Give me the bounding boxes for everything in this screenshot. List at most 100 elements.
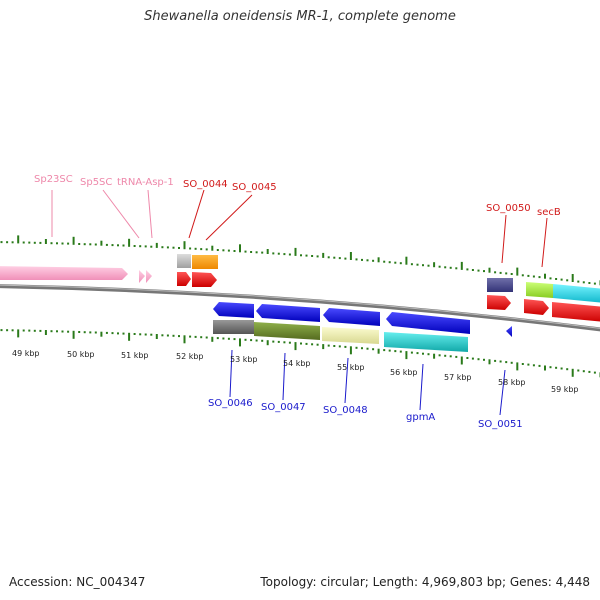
ruler-tick xyxy=(100,240,103,246)
ruler-tick xyxy=(78,331,81,333)
ruler-tick xyxy=(172,246,175,249)
ruler-tick xyxy=(56,242,58,245)
ruler-tick xyxy=(300,254,302,257)
ruler-tick xyxy=(494,359,497,362)
ruler-tick xyxy=(189,247,192,250)
ruler-tick xyxy=(272,252,275,255)
feature-trna-asp xyxy=(146,270,152,283)
ruler-major-tick xyxy=(17,329,20,338)
ruler-tick xyxy=(538,364,541,367)
ruler-tick xyxy=(355,346,358,349)
ruler-tick xyxy=(283,341,286,344)
ruler-tick xyxy=(244,338,247,341)
ruler-major-tick xyxy=(239,244,241,253)
ruler-tick xyxy=(477,358,480,361)
ruler-major-tick xyxy=(128,332,131,341)
ruler-tick xyxy=(399,262,402,265)
ruler-tick xyxy=(505,361,508,364)
ruler-tick xyxy=(61,330,64,333)
bottom-labels: SO_0046 SO_0047 SO_0048 gpmA SO_0051 xyxy=(208,398,523,430)
ruler-tick xyxy=(388,261,391,264)
ruler-major-tick xyxy=(349,252,352,260)
ruler-tick xyxy=(272,340,275,343)
ruler-tick xyxy=(499,360,502,363)
feature-rrna-sp23sc xyxy=(0,266,128,280)
ruler-tick xyxy=(133,333,136,335)
ruler-tick xyxy=(50,242,53,245)
ruler-tick xyxy=(510,361,513,364)
ruler-tick xyxy=(144,245,147,248)
ruler-tick xyxy=(189,335,192,338)
ruler-tick xyxy=(477,269,480,272)
ruler-tick xyxy=(111,244,114,247)
feature-so0048-lower xyxy=(322,327,379,344)
ruler-tick xyxy=(444,266,447,269)
ruler-tick xyxy=(549,366,552,369)
ruler-tick xyxy=(67,242,70,245)
ruler-major-tick xyxy=(239,338,241,347)
ruler-tick xyxy=(105,243,108,246)
ruler-tick xyxy=(67,330,70,333)
ruler-tick xyxy=(94,243,97,246)
ruler-tick xyxy=(144,333,147,336)
ruler-tick xyxy=(427,264,430,267)
ruler-tick xyxy=(361,258,363,261)
scale-label: 57 kbp xyxy=(444,373,472,382)
ruler-tick xyxy=(161,334,164,337)
label-secb: secB xyxy=(537,207,561,218)
ruler-tick xyxy=(327,344,330,347)
ruler-tick xyxy=(233,250,236,252)
ruler-tick xyxy=(211,336,214,342)
feature-so0047-lower xyxy=(254,322,320,340)
ruler-tick xyxy=(172,334,175,337)
ruler-tick xyxy=(33,329,36,332)
ruler-tick xyxy=(433,262,436,268)
label-connectors xyxy=(51,189,548,416)
ruler-tick xyxy=(566,279,569,282)
scale-label: 52 kbp xyxy=(176,352,204,361)
scale-label: 55 kbp xyxy=(337,363,365,372)
ruler-tick xyxy=(89,331,92,334)
feature-so0046 xyxy=(213,302,254,318)
ruler-tick xyxy=(111,332,114,335)
scale-label: 49 kbp xyxy=(12,349,40,358)
ruler-tick xyxy=(544,365,546,371)
ruler-tick xyxy=(139,245,142,248)
ruler-major-tick xyxy=(183,335,186,344)
ruler-tick xyxy=(83,331,86,334)
ruler-tick xyxy=(344,345,347,348)
ruler-tick xyxy=(94,331,97,334)
ruler-tick xyxy=(283,253,286,256)
ruler-tick xyxy=(510,273,513,275)
scale-labels: 49 kbp 50 kbp 51 kbp 52 kbp 53 kbp 54 kb… xyxy=(12,349,579,394)
ruler-tick xyxy=(166,246,169,249)
ruler-tick xyxy=(538,276,541,279)
genome-backbone xyxy=(0,284,600,332)
ruler-tick xyxy=(205,336,208,339)
ruler-tick xyxy=(344,257,347,260)
feature-so0045 xyxy=(192,272,217,287)
ruler-tick xyxy=(178,247,180,249)
ruler-tick xyxy=(194,247,197,250)
ruler-tick xyxy=(488,267,491,273)
feature-gpma-lower xyxy=(384,332,468,352)
label-trna-asp-1: tRNA-Asp-1 xyxy=(117,177,174,188)
label-so0044: SO_0044 xyxy=(183,179,228,190)
ruler-tick xyxy=(6,329,9,332)
ruler-tick xyxy=(222,249,225,252)
ruler-tick xyxy=(555,366,558,369)
ruler-major-tick xyxy=(405,256,408,265)
ruler-tick xyxy=(394,261,397,264)
ruler-major-tick xyxy=(72,236,75,245)
ruler-tick xyxy=(427,353,430,356)
ruler-tick xyxy=(544,273,546,279)
ruler-tick xyxy=(56,330,58,333)
ruler-tick xyxy=(211,245,214,251)
ruler-tick xyxy=(11,329,14,332)
ruler-tick xyxy=(416,263,419,266)
ruler-tick xyxy=(338,257,341,260)
feature-secb xyxy=(524,299,549,315)
scale-label: 51 kbp xyxy=(121,351,149,360)
ruler-tick xyxy=(416,352,419,355)
ruler-tick xyxy=(300,342,302,345)
